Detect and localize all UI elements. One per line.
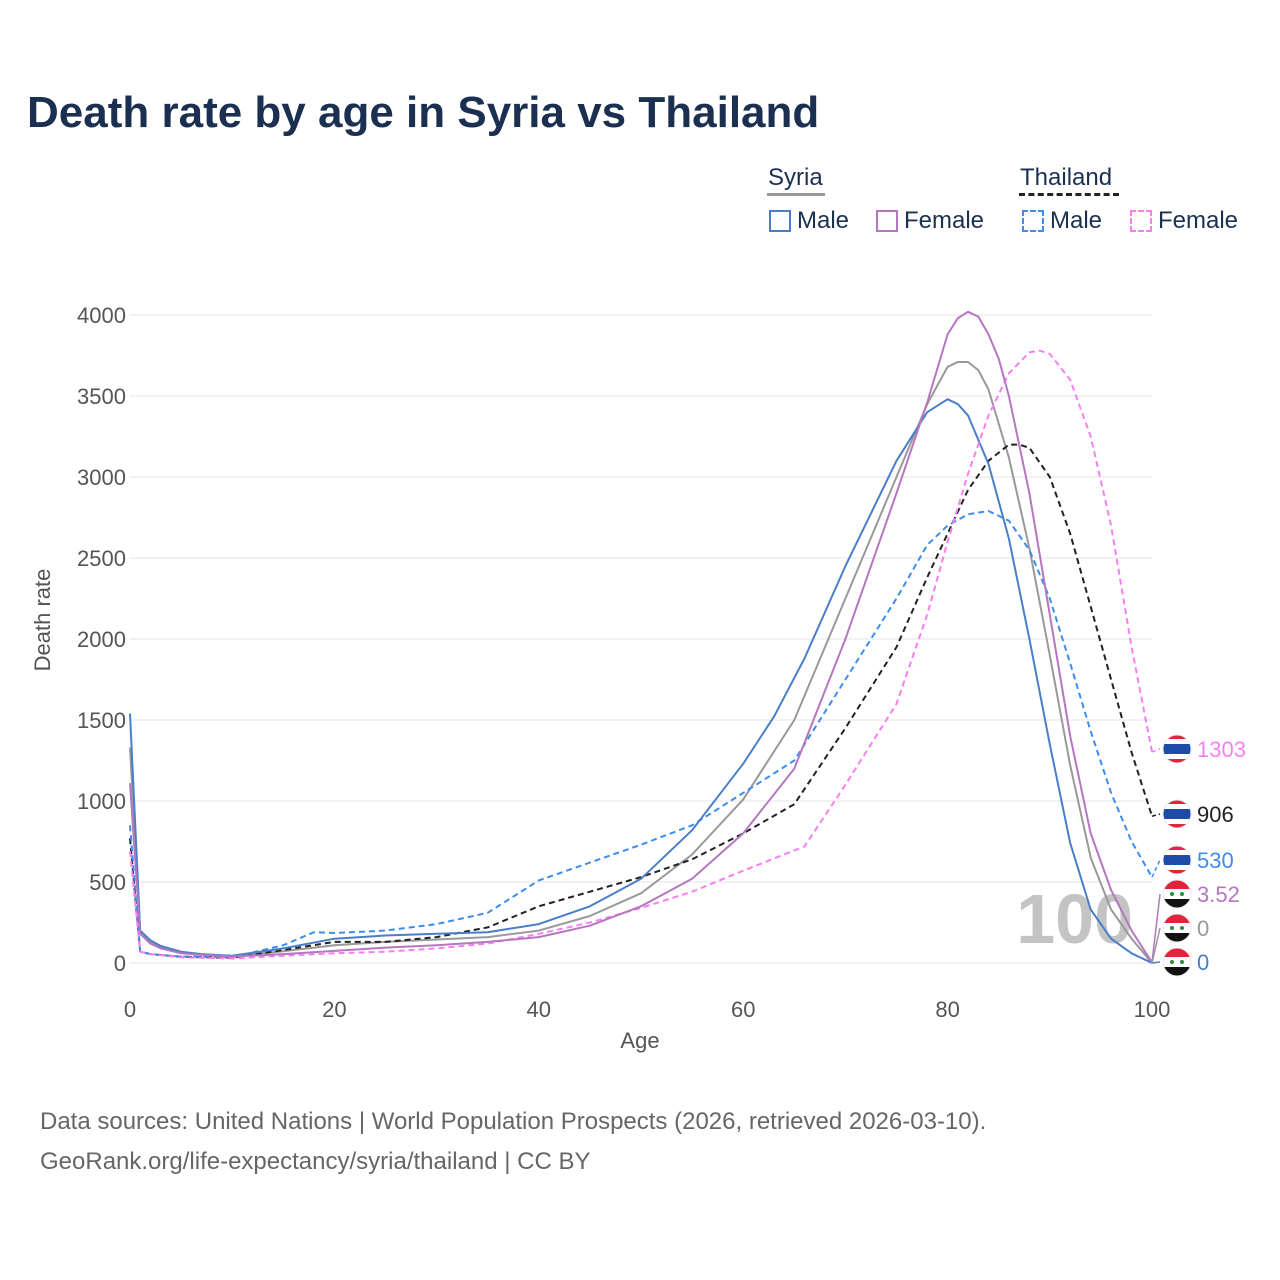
- thailand-flag-icon: [1162, 799, 1192, 829]
- legend-label-thailand-male: Male: [1050, 207, 1103, 234]
- syria-flag-icon: [1162, 879, 1192, 909]
- y-axis-ticks: 0 500 1000 1500 2000 2500 3000 3500 4000: [77, 303, 126, 976]
- y-axis-title: Death rate: [30, 569, 55, 672]
- legend-item-thailand-male[interactable]: Male: [1022, 207, 1102, 235]
- x-tick-label: 40: [527, 997, 551, 1022]
- legend-item-syria-male[interactable]: Male: [769, 207, 849, 235]
- chart-title: Death rate by age in Syria vs Thailand: [27, 88, 820, 137]
- end-label: 0: [1197, 950, 1209, 975]
- grid: [130, 314, 1152, 964]
- legend-swatch-syria-male: [769, 210, 791, 232]
- current-age-watermark: 100: [1016, 880, 1133, 958]
- x-tick-label: 100: [1134, 997, 1171, 1022]
- series-line-syria-male[interactable]: [129, 398, 1153, 964]
- y-tick-label: 3000: [77, 465, 126, 490]
- thailand-flag-icon: [1162, 734, 1192, 764]
- y-tick-label: 1000: [77, 789, 126, 814]
- end-label: 906: [1197, 802, 1234, 827]
- footer-link[interactable]: GeoRank.org/life-expectancy/syria/thaila…: [40, 1148, 591, 1175]
- country-flags: [1162, 734, 1192, 977]
- legend-label-thailand-female: Female: [1158, 207, 1239, 234]
- legend-group-thailand: Thailand: [1020, 164, 1113, 191]
- end-labels: 0 3.52 0 530 1303 906: [1197, 737, 1246, 975]
- y-tick-label: 4000: [77, 303, 126, 328]
- y-tick-label: 500: [89, 870, 126, 895]
- end-label: 530: [1197, 848, 1234, 873]
- series-line-thailand-female[interactable]: [129, 349, 1153, 960]
- y-tick-label: 3500: [77, 384, 126, 409]
- legend-group-syria: Syria: [768, 164, 823, 191]
- y-tick-label: 1500: [77, 708, 126, 733]
- legend-swatch-thailand-male: [1022, 210, 1044, 232]
- series-line-thailand-male[interactable]: [129, 510, 1153, 959]
- end-connector: [1151, 927, 1161, 964]
- end-label: 1303: [1197, 737, 1246, 762]
- thailand-flag-icon: [1162, 845, 1192, 875]
- syria-flag-icon: [1162, 947, 1192, 977]
- x-tick-label: 20: [322, 997, 346, 1022]
- legend-item-syria-female[interactable]: Female: [876, 207, 984, 235]
- end-label: 3.52: [1197, 882, 1240, 907]
- end-connector: [1151, 893, 1161, 963]
- legend-underline-syria: [767, 193, 825, 196]
- x-axis-title: Age: [620, 1028, 659, 1053]
- legend-item-thailand-female[interactable]: Female: [1130, 207, 1238, 235]
- y-tick-label: 2000: [77, 627, 126, 652]
- legend-underline-thailand: [1019, 193, 1119, 196]
- end-connector: [1151, 813, 1161, 817]
- legend-swatch-syria-female: [876, 210, 898, 232]
- x-axis-ticks: 0 20 40 60 80 100: [124, 997, 1170, 1022]
- end-label-connectors: [1151, 748, 1161, 964]
- legend-label-syria-female: Female: [904, 207, 985, 234]
- y-tick-label: 2500: [77, 546, 126, 571]
- y-tick-label: 0: [114, 951, 126, 976]
- legend-label-syria-male: Male: [797, 207, 850, 234]
- end-connector: [1151, 748, 1161, 753]
- legend-swatch-thailand-female: [1130, 210, 1152, 232]
- syria-flag-icon: [1162, 913, 1192, 943]
- footer-sources: Data sources: United Nations | World Pop…: [40, 1108, 987, 1135]
- x-tick-label: 60: [731, 997, 755, 1022]
- end-connector: [1151, 859, 1161, 878]
- x-tick-label: 0: [124, 997, 136, 1022]
- series-line-syria-female[interactable]: [129, 310, 1153, 963]
- series-lines: [129, 310, 1153, 964]
- series-line-thailand-both[interactable]: [129, 443, 1153, 959]
- end-label: 0: [1197, 916, 1209, 941]
- x-tick-label: 80: [935, 997, 959, 1022]
- end-connector: [1151, 961, 1161, 964]
